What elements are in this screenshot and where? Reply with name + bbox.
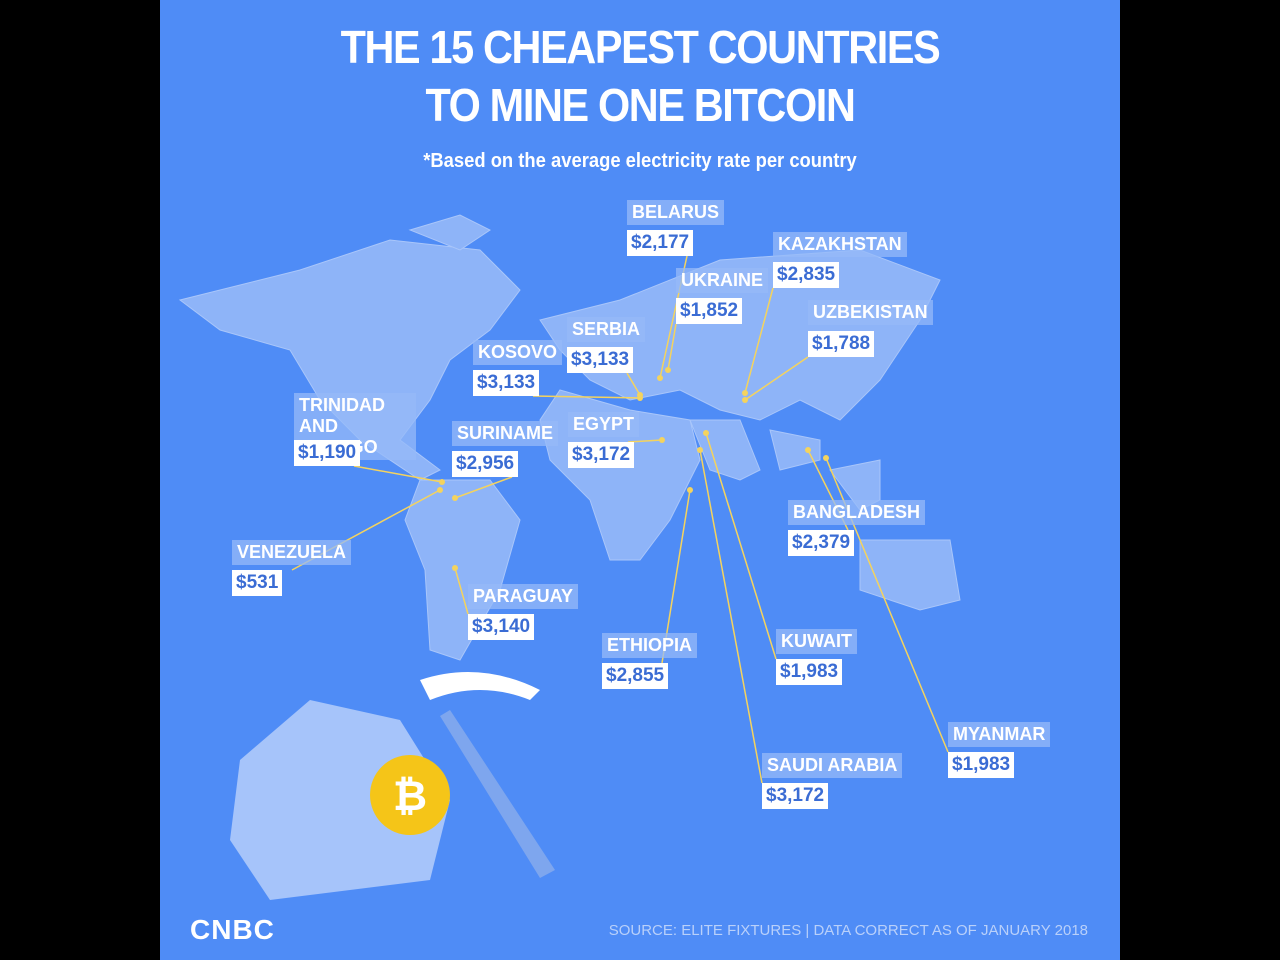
country-price: $1,788 xyxy=(808,331,875,357)
country-price: $1,852 xyxy=(676,298,743,324)
location-dot xyxy=(823,455,829,461)
country-price: $3,172 xyxy=(762,783,829,809)
world-map: ₿ xyxy=(178,214,961,900)
leader-line xyxy=(705,432,777,660)
country-price: $1,983 xyxy=(948,752,1015,778)
country-price: $1,190 xyxy=(294,440,361,466)
leader-line xyxy=(626,372,641,396)
country-price: $3,133 xyxy=(473,370,540,396)
subtitle: *Based on the average electricity rate p… xyxy=(423,150,857,172)
source: SOURCE: ELITE FIXTURES | DATA CORRECT AS… xyxy=(608,922,1088,939)
country-name: BELARUS xyxy=(627,200,725,225)
country-price: $3,140 xyxy=(468,614,535,640)
location-dot xyxy=(637,395,643,401)
location-dot xyxy=(439,479,445,485)
country-price: $3,133 xyxy=(567,347,634,373)
country-name: SERBIA xyxy=(567,317,646,342)
leader-line xyxy=(744,287,774,394)
title: TO MINE ONE BITCOIN xyxy=(425,79,855,131)
leader-line xyxy=(627,439,663,443)
country-price: $2,956 xyxy=(452,451,519,477)
leader-line xyxy=(353,465,443,483)
location-dot xyxy=(665,367,671,373)
country-name: ETHIOPIA xyxy=(602,633,698,658)
location-dot xyxy=(452,495,458,501)
leader-line xyxy=(532,395,641,399)
location-dot xyxy=(703,430,709,436)
country-price: $531 xyxy=(232,570,283,596)
country-name: BANGLADESH xyxy=(788,500,926,525)
country-name: PARAGUAY xyxy=(468,584,579,609)
country-price: $1,983 xyxy=(776,659,843,685)
leader-line xyxy=(699,449,763,784)
country-price: $2,855 xyxy=(602,663,669,689)
leader-line xyxy=(667,323,677,371)
leader-line xyxy=(744,356,809,401)
bitcoin-icon: ₿ xyxy=(393,772,427,819)
location-dot xyxy=(687,487,693,493)
country-name: VENEZUELA xyxy=(232,540,352,565)
location-dot xyxy=(659,437,665,443)
country-name: SURINAME xyxy=(452,421,559,446)
country-price: $2,835 xyxy=(773,262,840,288)
country-name: EGYPT xyxy=(568,412,640,437)
location-dot xyxy=(452,565,458,571)
location-dot xyxy=(657,375,663,381)
country-price: $3,172 xyxy=(568,442,635,468)
country-name: UZBEKISTAN xyxy=(808,300,933,325)
location-dot xyxy=(742,397,748,403)
country-price: $2,177 xyxy=(627,230,694,256)
location-dot xyxy=(805,447,811,453)
country-name: KAZAKHSTAN xyxy=(773,232,907,257)
pickaxe-rock: ₿ xyxy=(230,672,555,900)
leader-line xyxy=(454,567,469,615)
title: THE 15 CHEAPEST COUNTRIES xyxy=(340,21,941,73)
country-name: KUWAIT xyxy=(776,629,857,654)
location-dot xyxy=(742,390,748,396)
country-name: UKRAINE xyxy=(676,268,769,293)
country-name: KOSOVO xyxy=(473,340,563,365)
country-price: $2,379 xyxy=(788,530,855,556)
location-dot xyxy=(697,447,703,453)
continents xyxy=(178,214,961,661)
leader-line xyxy=(454,476,513,499)
country-name: SAUDI ARABIA xyxy=(762,753,903,778)
country-name: MYANMAR xyxy=(948,722,1051,747)
logo: CNBC xyxy=(190,914,275,945)
location-dot xyxy=(437,487,443,493)
infographic: ₿ THE 15 CHEAPEST COUNTRIES TO MINE ONE … xyxy=(160,0,1120,960)
